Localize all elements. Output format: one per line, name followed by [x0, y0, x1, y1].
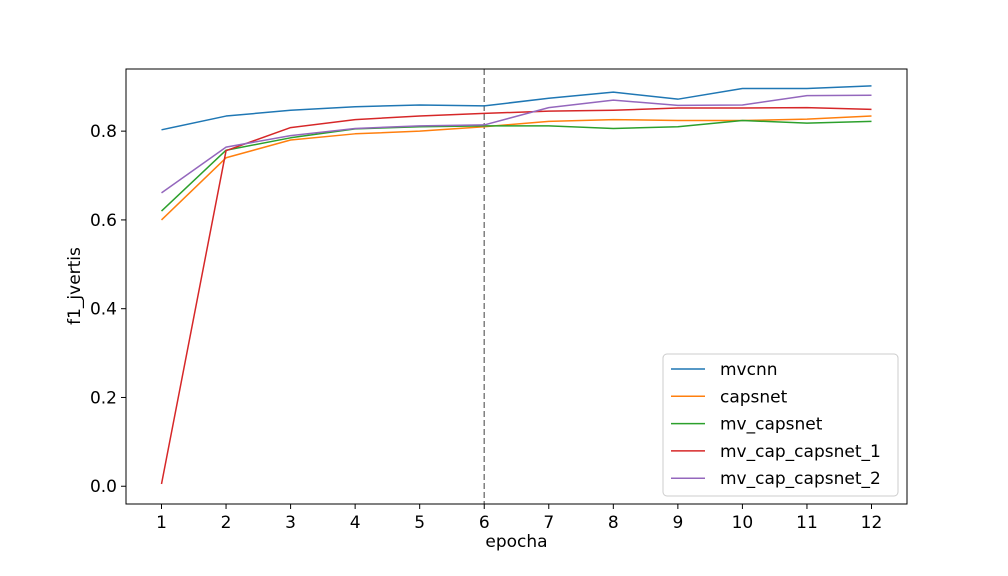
x-tick-label: 7	[543, 513, 554, 533]
series-line-mv-cap-capsnet-1	[160, 106, 872, 485]
x-tick-label: 10	[732, 513, 754, 533]
x-tick-label: 4	[350, 513, 361, 533]
y-tick-label: 0.4	[90, 300, 117, 320]
series-line-mv-capsnet	[160, 119, 872, 212]
legend-label: mvcnn	[720, 360, 778, 380]
legend-label: mv_cap_capsnet_2	[720, 469, 881, 489]
axes-ticks: 1 2 3 4 5 6 7 8 9 10 11 120.00.20.40.60.8	[90, 122, 882, 533]
x-tick-label: 12	[861, 513, 883, 533]
y-tick-label: 0.6	[90, 211, 117, 231]
x-tick-label: 3	[285, 513, 296, 533]
legend: mvcnn capsnet mv_capsnet mv_cap_capsnet_1mv…	[662, 353, 899, 497]
y-tick-label: 0.2	[90, 388, 117, 408]
y-axis-label: f1_jvertis	[65, 247, 85, 325]
x-tick-label: 5	[414, 513, 425, 533]
legend-label: mv_cap_capsnet_1	[720, 442, 881, 462]
x-tick-label: 6	[479, 513, 490, 533]
x-tick-label: 11	[796, 513, 818, 533]
legend-box	[662, 353, 899, 497]
x-tick-label: 2	[221, 513, 232, 533]
x-tick-label: 9	[672, 513, 683, 533]
series-line-mvcnn	[161, 85, 872, 131]
plot-frame	[125, 68, 908, 505]
x-axis-label: epocha	[485, 532, 547, 552]
y-tick-label: 0.8	[90, 122, 117, 142]
series-line-mv-cap-capsnet-2	[161, 94, 872, 194]
y-tick-label: 0.0	[90, 477, 117, 497]
legend-label: mv_capsnet	[720, 415, 823, 435]
x-tick-label: 1	[156, 513, 167, 533]
x-tick-label: 8	[608, 513, 619, 533]
legend-label: capsnet	[720, 387, 788, 407]
plot-area	[160, 69, 872, 504]
